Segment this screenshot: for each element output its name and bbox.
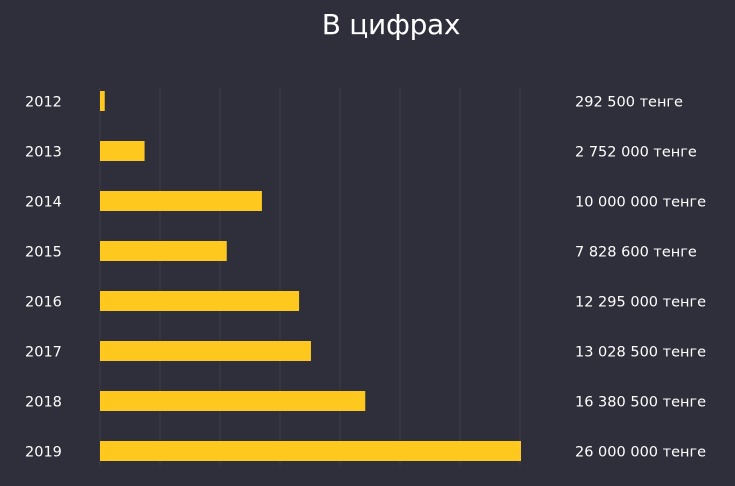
year-label-2012: 2012 xyxy=(25,95,62,111)
value-label-2016: 12 295 000 тенге xyxy=(575,295,706,311)
year-label-2015: 2015 xyxy=(25,245,62,261)
year-label-2019: 2019 xyxy=(25,445,62,461)
value-label-2019: 26 000 000 тенге xyxy=(575,445,706,461)
bar-2014 xyxy=(100,191,262,211)
value-labels: 292 500 тенге 2 752 000 тенге 10 000 000 т… xyxy=(575,95,706,461)
bar-2017 xyxy=(100,341,311,361)
value-label-2013: 2 752 000 тенге xyxy=(575,145,697,161)
value-label-2014: 10 000 000 тенге xyxy=(575,195,706,211)
bar-2013 xyxy=(100,141,145,161)
year-label-2018: 2018 xyxy=(25,395,62,411)
year-label-2013: 2013 xyxy=(25,145,62,161)
year-label-2014: 2014 xyxy=(25,195,62,211)
bar-2016 xyxy=(100,291,300,311)
value-label-2017: 13 028 500 тенге xyxy=(575,345,706,361)
value-label-2018: 16 380 500 тенге xyxy=(575,395,706,411)
bar-2019 xyxy=(100,441,521,461)
value-label-2012: 292 500 тенге xyxy=(575,95,683,111)
bar-2015 xyxy=(100,241,227,261)
chart-title: В цифрах xyxy=(321,8,461,41)
bars xyxy=(100,91,521,461)
year-label-2017: 2017 xyxy=(25,345,62,361)
bar-2012 xyxy=(100,91,105,111)
bar-2018 xyxy=(100,391,366,411)
year-label-2016: 2016 xyxy=(25,295,62,311)
value-label-2015: 7 828 600 тенге xyxy=(575,245,697,261)
year-labels: 2012 2013 2014 2015 2016 2017 2018 2019 xyxy=(25,95,62,461)
